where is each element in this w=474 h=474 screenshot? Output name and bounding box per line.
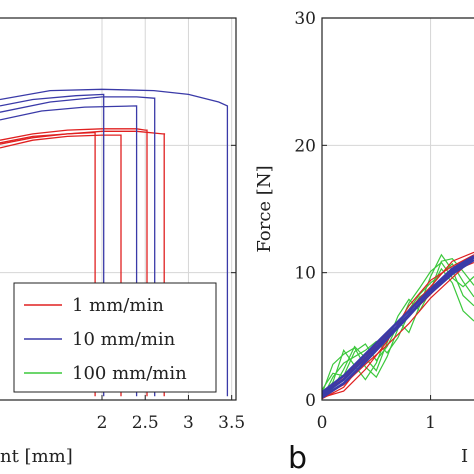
left-series-1-curve-1 [0, 96, 156, 397]
right-series-blue-curve-1 [322, 256, 474, 399]
left-xtick-label-2: 3 [183, 413, 194, 433]
left-x-axis-label: nt [mm] [0, 446, 73, 467]
right-x-axis-label: I [461, 446, 468, 467]
legend-box [13, 282, 217, 393]
left-legend: 1 mm/min 10 mm/min 100 mm/min [13, 282, 217, 393]
left-xtick-label-3: 3.5 [218, 413, 245, 433]
left-series-0-curve-1 [0, 128, 148, 397]
right-series-red-curve-3 [322, 254, 474, 399]
right-panel: 0 10 20 30 0 1 Force [N] Ib [254, 9, 474, 474]
right-ytick-label-1: 10 [294, 264, 316, 284]
left-xtick-label-1: 2.5 [132, 413, 159, 433]
right-ytick-label-0: 0 [305, 391, 316, 411]
right-series-green-curve-4 [322, 258, 474, 397]
right-ytick-label-3: 30 [294, 9, 316, 29]
left-xtick-label-0: 2 [97, 413, 108, 433]
left-plot-frame [0, 17, 237, 401]
left-series-1-curve-2 [0, 105, 138, 397]
panel-label-b: b [288, 441, 307, 474]
right-xtick-label-1: 1 [425, 413, 436, 433]
right-y-axis-label: Force [N] [254, 165, 275, 252]
right-ytick-label-2: 20 [294, 136, 316, 156]
right-series-blue-curve-0 [322, 258, 474, 396]
legend-label-2: 100 mm/min [72, 363, 187, 384]
left-series-1-curve-3 [0, 93, 105, 397]
legend-label-0: 1 mm/min [72, 295, 164, 316]
right-xtick-label-0: 0 [317, 413, 328, 433]
right-curves [322, 251, 474, 400]
right-plot-frame [321, 17, 474, 401]
left-series-0-curve-3 [0, 131, 96, 397]
right-series-blue-curve-2 [322, 254, 474, 394]
left-series-0-curve-2 [0, 134, 122, 397]
left-panel: 2 2.5 3 3.5 nt [mm] 1 mm/min 10 mm/min 100 mm/m… [0, 17, 245, 467]
legend-label-1: 10 mm/min [72, 329, 176, 350]
left-series-1-curve-0 [0, 88, 229, 397]
